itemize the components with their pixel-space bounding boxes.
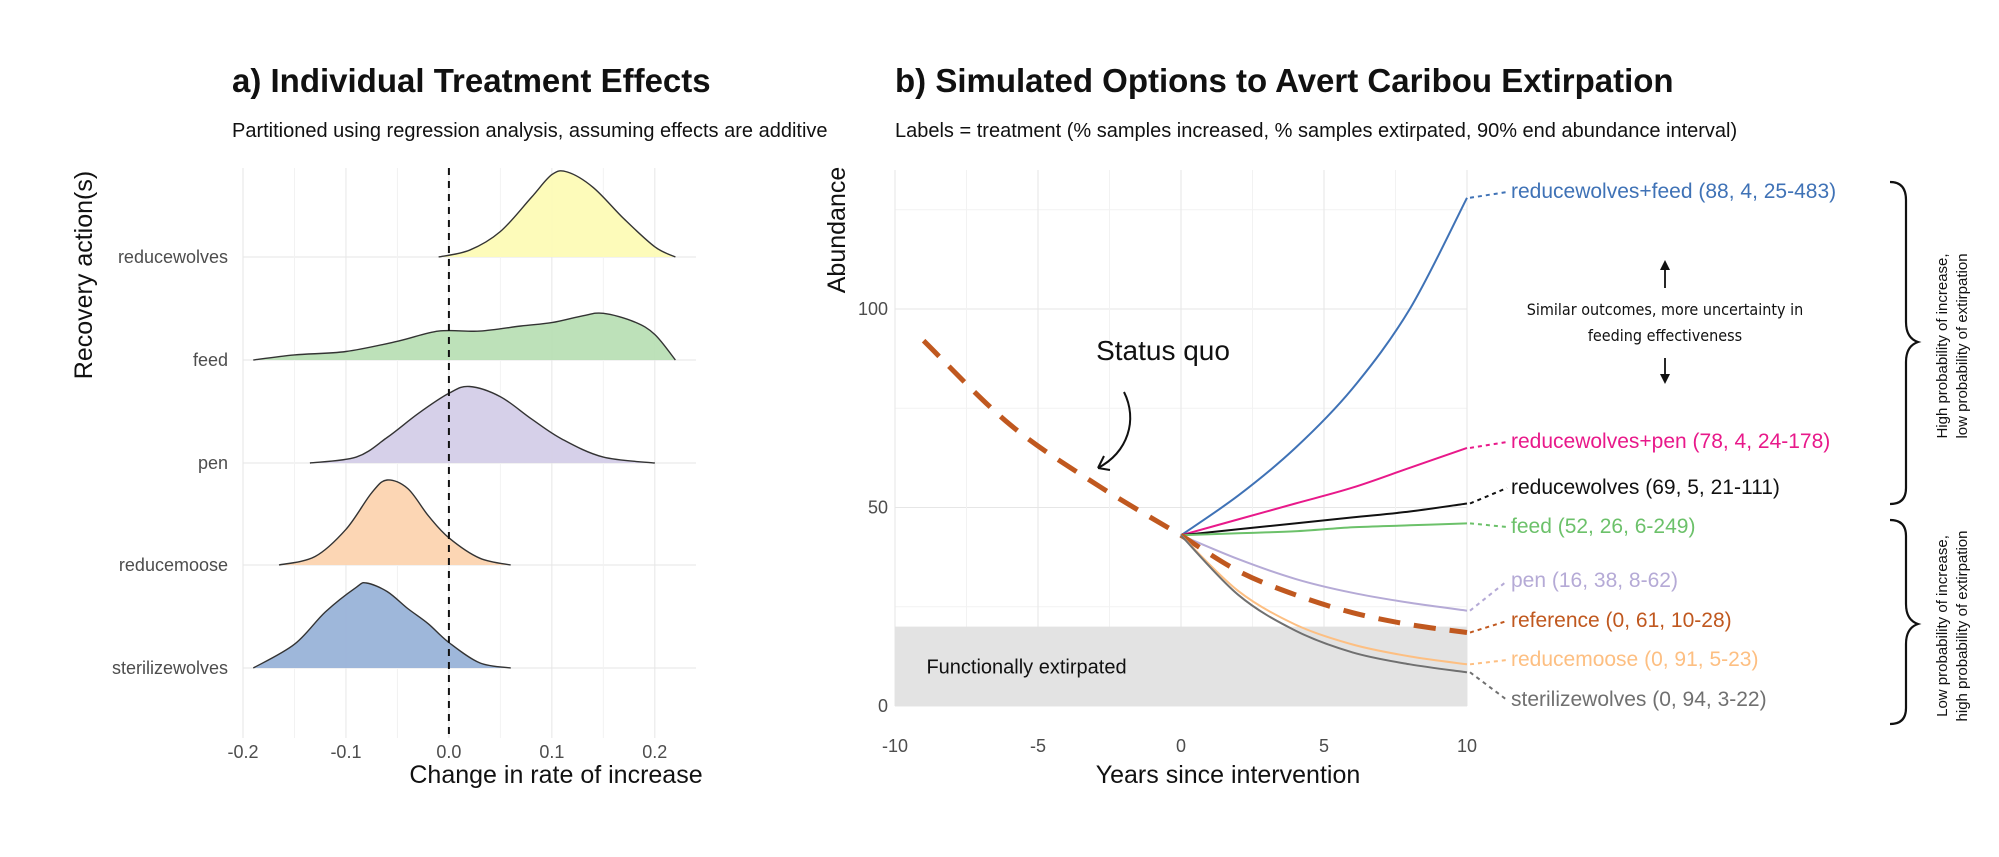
label-leader-feed [1469,522,1508,528]
bracket-bottom-text-line1: Low probability of increase, [1934,535,1951,717]
label-leader-reducemoose [1469,659,1508,666]
status-quo-line [921,338,1183,538]
y-tick-label: 0 [878,696,888,716]
series-line-reducewolves [1180,502,1468,537]
x-tick-label: -10 [882,736,908,756]
down-arrowhead [1660,374,1670,384]
panel-a-x-axis-title: Change in rate of increase [409,761,702,789]
bracket-top-text-line1: High probability of increase, [1934,253,1951,438]
ridge-fill-reducemoose [279,479,511,565]
bracket-top-text-line2: low probability of extirpation [1954,253,1971,438]
series-label-sterilizewolves: sterilizewolves (0, 94, 3-22) [1511,688,1767,711]
panel-b-series-lines [921,197,1468,674]
label-leader-sterilizewolves [1469,671,1508,701]
category-label-feed: feed [193,350,228,370]
series-line-reducewolves-feed [1180,197,1468,537]
category-label-reducemoose: reducemoose [119,555,228,575]
panel-a-y-axis-title: Recovery action(s) [70,171,98,379]
panel-b-y-axis-title: Abundance [823,167,851,294]
panel-a-subtitle: Partitioned using regression analysis, a… [232,120,828,142]
x-tick-label: 0.2 [642,742,667,762]
y-tick-label: 100 [858,299,888,319]
x-tick-label: -0.1 [330,742,361,762]
series-label-reducemoose: reducemoose (0, 91, 5-23) [1511,648,1758,671]
label-leader-reference [1469,620,1508,634]
ridge-outline-pen [309,385,655,464]
similar-outcomes-note-line2: feeding effectiveness [1588,326,1742,345]
series-line-feed [1180,522,1468,537]
similar-outcomes-note-line1: Similar outcomes, more uncertainty in [1527,300,1803,319]
ridge-outline-reducewolves [438,170,676,258]
x-tick-label: -5 [1030,736,1046,756]
extirpation-band [895,626,1467,706]
x-tick-label: -0.2 [227,742,258,762]
panel-a-x-ticks: -0.2 -0.1 0.0 0.1 0.2 [227,742,667,762]
x-tick-label: 5 [1319,736,1329,756]
label-leader-reducewolves-pen [1469,441,1508,449]
series-line-reducewolves-pen [1180,446,1468,537]
label-leader-reducewolves-feed [1469,191,1508,199]
category-label-sterilizewolves: sterilizewolves [112,658,228,678]
series-label-reference: reference (0, 61, 10-28) [1511,609,1732,632]
series-line-reference [1179,533,1468,635]
series-label-reducewolves-feed: reducewolves+feed (88, 4, 25-483) [1511,180,1836,203]
label-leader-pen [1469,580,1508,612]
series-line-sterilizewolves [1180,534,1468,674]
series-line-reducemoose [1180,534,1468,666]
x-tick-label: 0 [1176,736,1186,756]
y-tick-label: 50 [868,497,888,517]
bracket-bottom [1889,518,1922,726]
category-label-pen: pen [198,453,228,473]
series-label-feed: feed (52, 26, 6-249) [1511,515,1695,538]
ridge-fill-reducewolves [438,170,676,257]
category-label-reducewolves: reducewolves [118,247,228,267]
bracket-top [1889,180,1922,506]
status-quo-arrow [1097,391,1132,469]
panel-a-ridges [252,170,676,669]
panel-b-grid [894,170,1468,707]
panel-b-subtitle: Labels = treatment (% samples increased,… [895,120,1737,142]
panel-a-title: a) Individual Treatment Effects [232,62,711,99]
panel-b-x-axis-title: Years since intervention [1096,761,1361,789]
ridge-fill-pen [309,386,655,463]
panel-b-title: b) Simulated Options to Avert Caribou Ex… [895,62,1674,99]
bracket-bottom-text-line2: high probability of extirpation [1954,531,1971,722]
ridge-outline-sterilizewolves [252,581,511,669]
ridge-outline-reducemoose [278,479,511,566]
series-label-reducewolves-pen: reducewolves+pen (78, 4, 24-178) [1511,430,1830,453]
ridge-outline-feed [253,312,676,361]
series-label-reducewolves: reducewolves (69, 5, 21-111) [1511,476,1780,499]
status-quo-label: Status quo [1096,335,1230,366]
panel-a-category-labels: reducewolves feed pen reducemoose sterilizew… [112,247,228,678]
x-tick-label: 0.0 [436,742,461,762]
ridge-fill-sterilizewolves [253,582,511,668]
extirpation-band-label: Functionally extirpated [926,656,1126,678]
series-line-pen [1180,534,1468,612]
x-tick-label: 0.1 [539,742,564,762]
series-label-pen: pen (16, 38, 8-62) [1511,569,1678,592]
panel-a: a) Individual Treatment Effects Partitio… [70,62,828,789]
x-tick-label: 10 [1457,736,1477,756]
status-quo-arrowhead [1097,455,1111,471]
ridge-fill-feed [253,313,676,360]
up-arrowhead [1660,260,1670,270]
panel-b: b) Simulated Options to Avert Caribou Ex… [823,62,1971,789]
panel-b-series-labels: reducewolves+feed (88, 4, 25-483) reducew… [1469,180,1836,711]
label-leader-reducewolves [1469,487,1508,505]
